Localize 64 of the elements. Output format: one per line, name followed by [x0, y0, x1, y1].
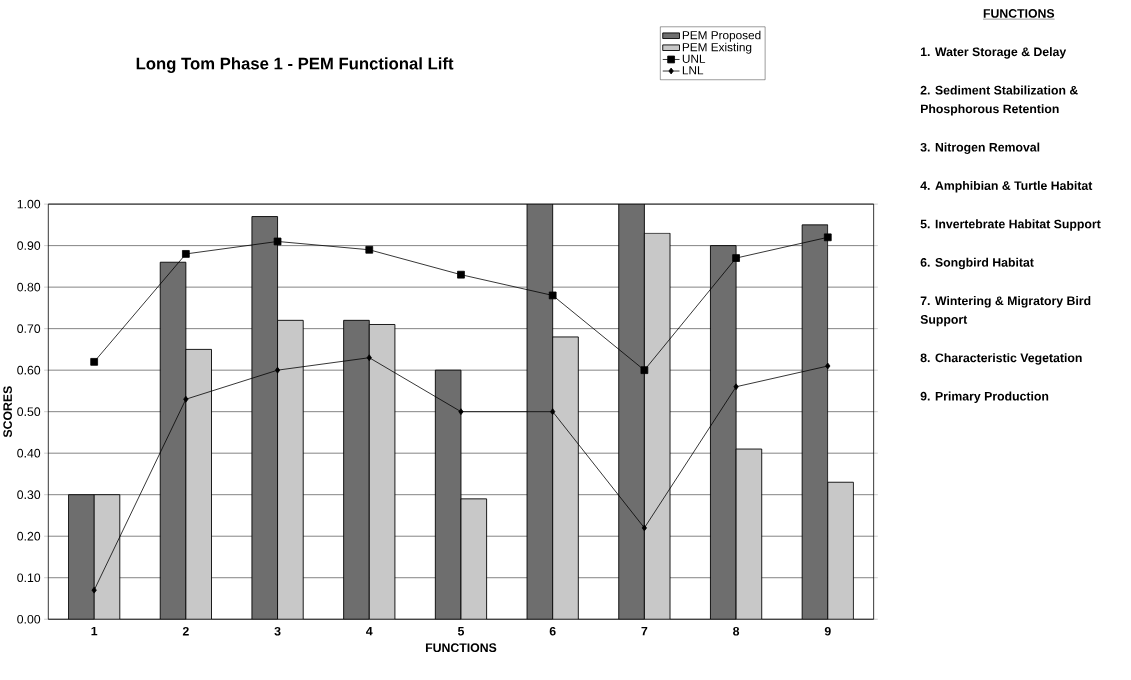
point — [182, 249, 190, 258]
point — [91, 586, 97, 594]
point — [365, 245, 374, 254]
y-axis-title: SCORES — [3, 386, 12, 438]
x-tick-label: 9 — [824, 626, 831, 636]
point — [640, 366, 649, 374]
point — [457, 270, 465, 279]
y-tick-label: 1.00 — [17, 199, 41, 209]
text: 9. Primary Production — [920, 391, 1049, 403]
bar — [643, 232, 671, 620]
text: 3. Nitrogen Removal — [920, 142, 1040, 154]
x-tick-label: 7 — [641, 626, 648, 636]
legend-label: PEM Existing — [682, 42, 752, 54]
x-tick-label: 3 — [274, 626, 281, 636]
point — [550, 408, 556, 415]
point — [823, 233, 832, 241]
bar — [368, 323, 396, 620]
text: 4. Amphibian & Turtle Habitat — [920, 180, 1093, 193]
point — [825, 362, 831, 370]
y-tick-label: 0.40 — [17, 448, 41, 458]
y-tick-label: 0.90 — [17, 241, 41, 250]
legend-label: UNL — [682, 54, 706, 63]
x-tick-label: 4 — [366, 626, 373, 636]
x-tick-label: 5 — [457, 626, 465, 636]
text: 5. Invertebrate Habitat Support — [920, 219, 1101, 231]
point — [183, 395, 189, 403]
y-tick-label: 0.60 — [17, 365, 41, 375]
point — [273, 237, 282, 246]
point — [733, 383, 739, 390]
x-tick-label: 1 — [91, 626, 98, 636]
text: FUNCTIONS — [983, 8, 1055, 18]
y-tick-label: 0.80 — [17, 282, 41, 292]
bar — [552, 336, 579, 620]
x-axis-title: FUNCTIONS — [425, 643, 497, 652]
text: 1. Water Storage & Delay — [920, 46, 1067, 59]
bar — [93, 494, 121, 620]
legend-label: PEM Proposed — [682, 30, 761, 42]
bar — [827, 481, 854, 620]
x-tick-label: 6 — [549, 626, 556, 636]
y-tick-label: 0.70 — [17, 324, 41, 333]
bar — [735, 448, 763, 620]
x-tick-label: 2 — [182, 626, 189, 636]
y-tick-label: 0.10 — [17, 573, 41, 582]
text: 6. Songbird Habitat — [920, 257, 1034, 270]
y-tick-label: 0.50 — [17, 407, 41, 416]
y-tick-label: 0.00 — [17, 614, 41, 624]
bar — [185, 348, 212, 620]
text: 2. Sediment Stabilization & Phosphorous Retention — [920, 85, 1078, 116]
text: 8. Characteristic Vegetation — [920, 352, 1082, 365]
point — [274, 366, 281, 374]
point — [458, 408, 464, 415]
point — [641, 524, 647, 532]
point — [90, 357, 98, 366]
legend-label: LNL — [682, 66, 704, 75]
x-tick-label: 8 — [733, 626, 740, 636]
point — [366, 354, 372, 361]
bar — [277, 319, 304, 620]
chart-title: Long Tom Phase 1 - PEM Functional Lift — [136, 57, 454, 73]
y-tick-label: 0.30 — [17, 490, 41, 499]
point — [548, 291, 557, 300]
text: 7. Wintering & Migratory Bird Support — [920, 295, 1091, 327]
bar — [460, 498, 488, 620]
y-tick-label: 0.20 — [17, 531, 41, 541]
point — [732, 254, 740, 262]
